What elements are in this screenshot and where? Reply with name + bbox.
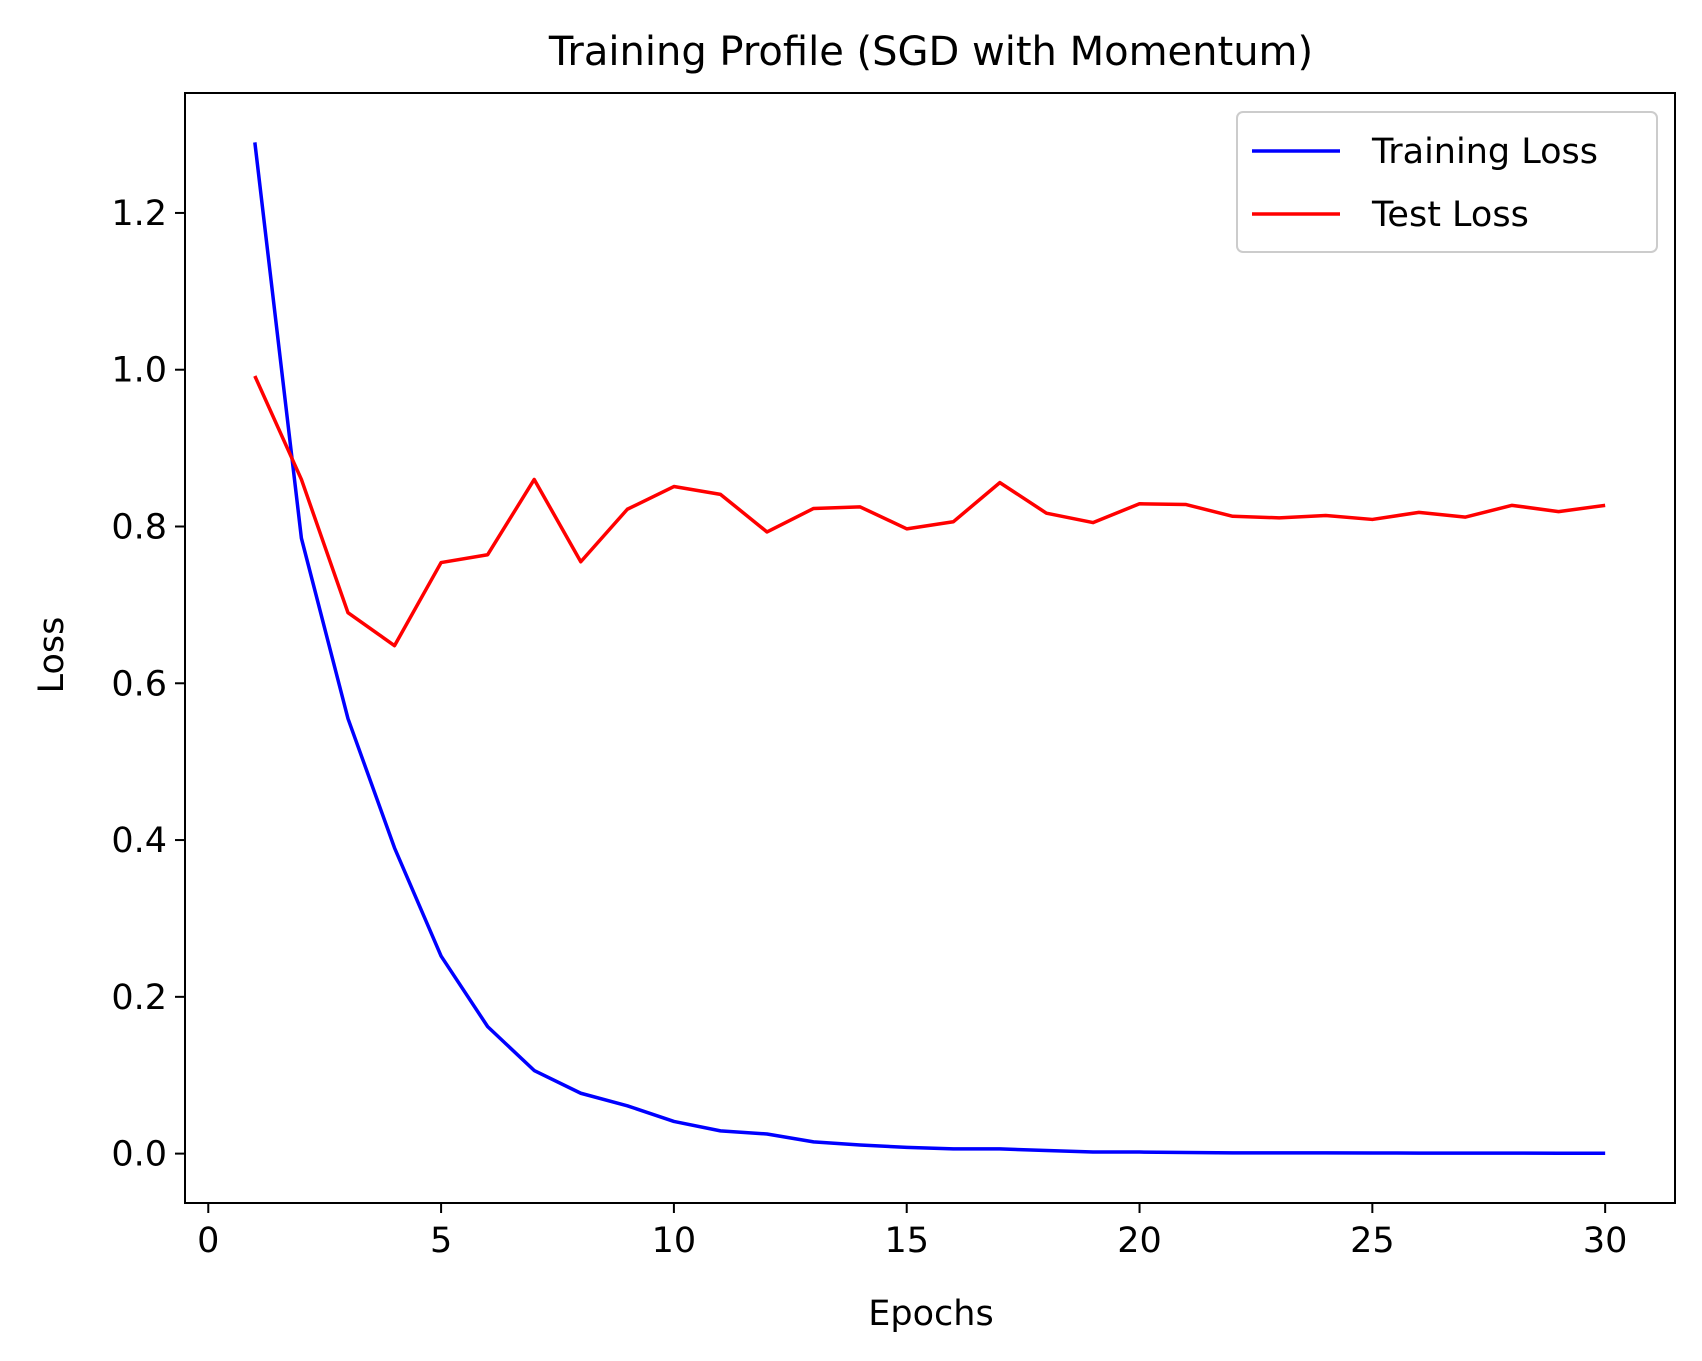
y-tick-label: 0.6 bbox=[111, 664, 167, 704]
x-tick-label: 15 bbox=[884, 1221, 929, 1261]
y-tick-label: 0.2 bbox=[111, 978, 167, 1018]
legend-box bbox=[1236, 111, 1658, 253]
y-tick-label: 0.4 bbox=[111, 821, 167, 861]
chart-title: Training Profile (SGD with Momentum) bbox=[548, 29, 1313, 75]
x-tick-label: 10 bbox=[652, 1221, 697, 1261]
y-tick-label: 1.2 bbox=[111, 194, 167, 234]
legend-label-training-loss: Training Loss bbox=[1371, 132, 1598, 172]
plot-frame bbox=[184, 92, 1676, 1204]
x-tick-label: 0 bbox=[197, 1221, 219, 1261]
x-axis-label: Epochs bbox=[868, 1294, 993, 1334]
x-tick-label: 20 bbox=[1117, 1221, 1162, 1261]
y-tick-label: 1.0 bbox=[111, 351, 167, 391]
series-line-test-loss bbox=[253, 375, 1606, 648]
y-tick-label: 0.8 bbox=[111, 507, 167, 547]
legend: Training Loss Test Loss bbox=[1236, 111, 1658, 253]
legend-label-test-loss: Test Loss bbox=[1371, 195, 1529, 235]
x-tick-label: 30 bbox=[1583, 1221, 1628, 1261]
x-tick-label: 5 bbox=[430, 1221, 452, 1261]
x-tick-label: 25 bbox=[1350, 1221, 1395, 1261]
y-axis-label: Loss bbox=[32, 617, 72, 694]
x-axis: 0 5 10 15 20 25 30 bbox=[197, 1203, 1627, 1261]
series-lines bbox=[253, 142, 1606, 1155]
y-axis: 0.0 0.2 0.4 0.6 0.8 1.0 1.2 bbox=[111, 194, 185, 1175]
y-tick-label: 0.0 bbox=[111, 1135, 167, 1175]
series-line-training-loss bbox=[253, 142, 1606, 1155]
plot-area bbox=[184, 92, 1676, 1204]
